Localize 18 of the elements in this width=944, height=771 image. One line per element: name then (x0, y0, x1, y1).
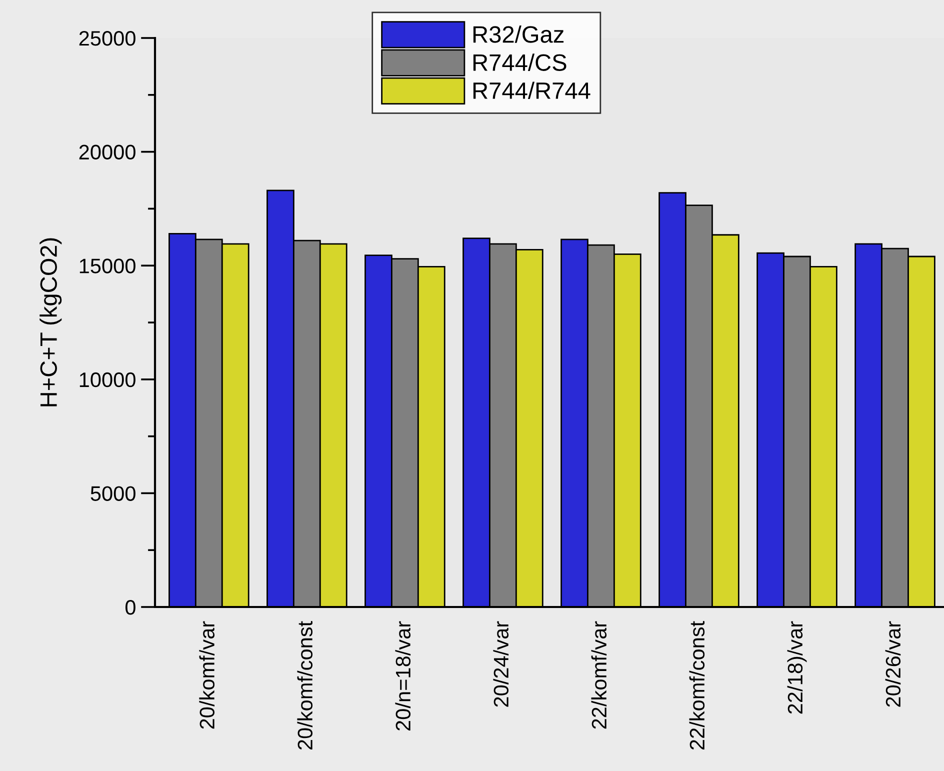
legend-label: R744/CS (473, 54, 566, 71)
y-tick-label: 20000 (79, 144, 136, 160)
y-axis-title: H+C+T (kgCO2) (40, 238, 62, 406)
x-tick-label: 22/komf/var (591, 621, 607, 729)
legend-label: R744/R744 (473, 82, 590, 100)
x-tick-label: 20/komf/const (297, 621, 313, 750)
x-tick-label: 20/komf/var (199, 621, 214, 729)
y-tick-label: 0 (125, 600, 136, 615)
y-tick-label: 10000 (80, 372, 136, 388)
x-tick-label: 22/18)/var (787, 621, 807, 714)
x-tick-label: 20/26/var (885, 621, 901, 707)
legend-label: R32/Gaz (473, 26, 564, 43)
y-tick-label: 15000 (80, 258, 136, 274)
x-tick-label: 22/komf/const (689, 621, 705, 750)
y-tick-label: 5000 (90, 486, 136, 501)
x-tick-label: 20/n=18/var (395, 621, 411, 730)
x-tick-label: 20/24/var (493, 621, 509, 707)
y-tick-label: 25000 (79, 31, 136, 46)
